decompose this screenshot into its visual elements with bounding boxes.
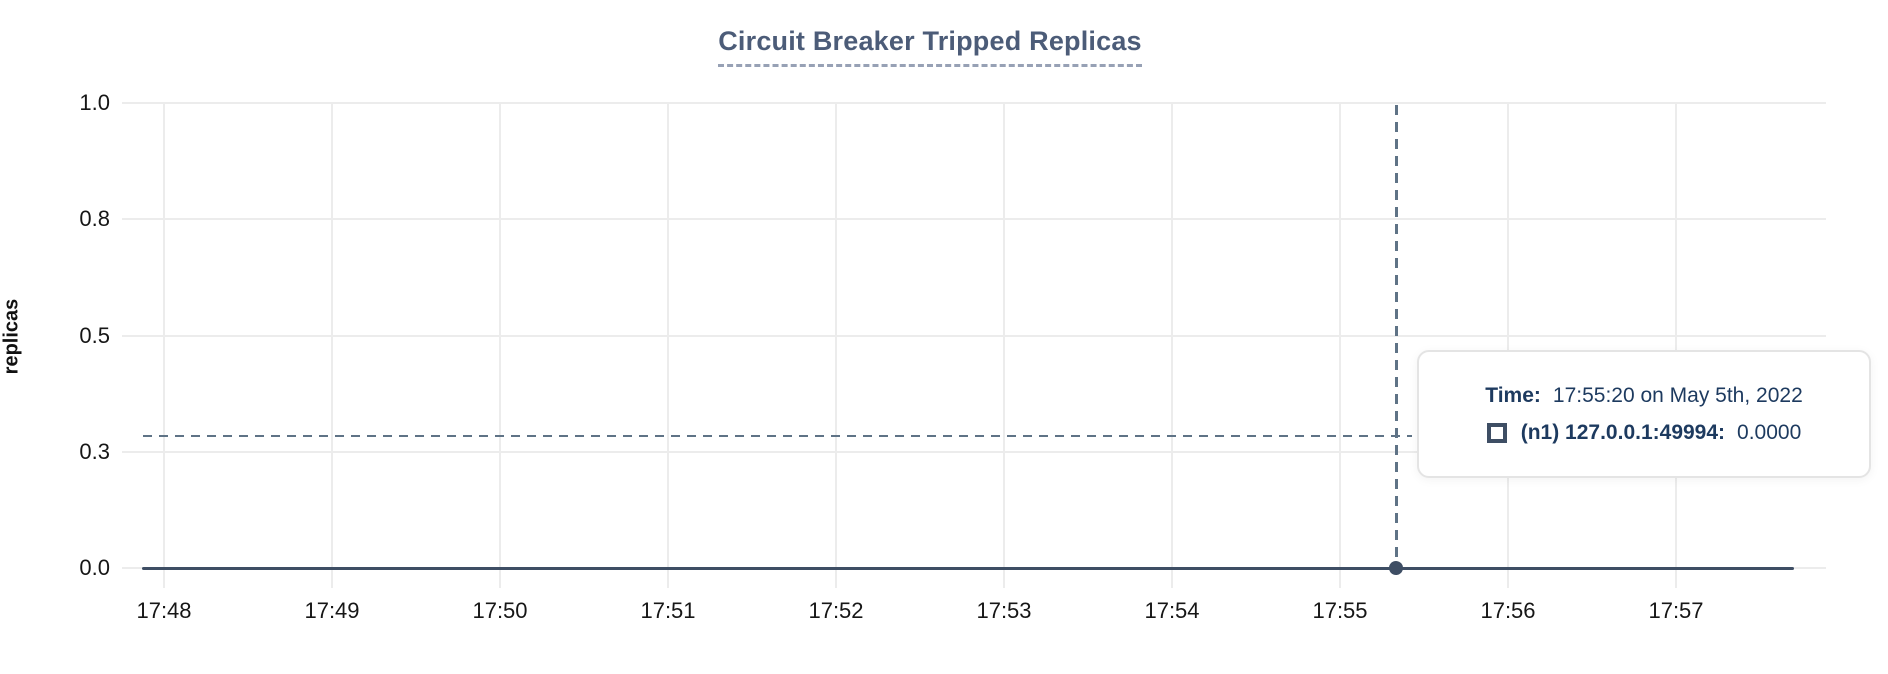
tooltip-series-row: (n1) 127.0.0.1:49994: 0.0000 (1486, 420, 1802, 445)
x-gridline (1507, 103, 1509, 588)
cursor-tooltip: Time: 17:55:20 on May 5th, 2022 (n1) 127… (1417, 350, 1871, 478)
crosshair-vertical-line (1394, 105, 1398, 568)
y-gridline (122, 102, 1826, 104)
x-tick-label: 17:54 (1144, 598, 1200, 623)
x-gridline (163, 103, 165, 588)
x-tick-label: 17:49 (304, 598, 360, 623)
x-tick-label: 17:57 (1648, 598, 1704, 623)
x-tick-label: 17:56 (1480, 598, 1536, 623)
x-gridline (835, 103, 837, 588)
y-axis-title: replicas (0, 298, 23, 375)
tooltip-time-label: Time: (1485, 383, 1541, 407)
x-gridline (667, 103, 669, 588)
chart-title: Circuit Breaker Tripped Replicas (718, 26, 1142, 67)
tooltip-series-value: 0.0000 (1737, 420, 1802, 444)
y-gridline (122, 218, 1826, 221)
x-tick-label: 17:50 (472, 598, 528, 623)
x-gridline (1675, 103, 1677, 588)
x-tick-label: 17:48 (136, 598, 192, 623)
series-swatch-icon (1486, 422, 1507, 443)
x-tick-label: 17:51 (640, 598, 696, 623)
series-line (141, 566, 1794, 570)
x-gridline (331, 103, 333, 588)
y-tick-label: 0.5 (79, 322, 110, 348)
x-gridline (1171, 103, 1173, 588)
y-gridline (122, 334, 1826, 337)
chart-title-wrap: Circuit Breaker Tripped Replicas (0, 26, 1860, 67)
y-tick-label: 1.0 (79, 90, 110, 115)
tooltip-time-row: Time: 17:55:20 on May 5th, 2022 (1485, 384, 1803, 408)
x-gridline (499, 103, 501, 588)
x-gridline (1003, 103, 1005, 588)
x-gridline (1339, 103, 1341, 588)
y-tick-label: 0.0 (79, 555, 110, 580)
x-tick-label: 17:52 (808, 598, 864, 623)
tooltip-series-label: (n1) 127.0.0.1:49994: (1520, 420, 1726, 444)
x-tick-label: 17:53 (976, 598, 1032, 623)
cursor-point-dot (1389, 561, 1403, 575)
tooltip-time-value: 17:55:20 on May 5th, 2022 (1552, 383, 1803, 407)
y-gridline (122, 450, 1826, 453)
y-tick-label: 0.8 (79, 206, 110, 232)
x-tick-label: 17:55 (1312, 598, 1368, 623)
crosshair-horizontal-line (143, 434, 1412, 437)
y-tick-label: 0.3 (79, 438, 110, 464)
